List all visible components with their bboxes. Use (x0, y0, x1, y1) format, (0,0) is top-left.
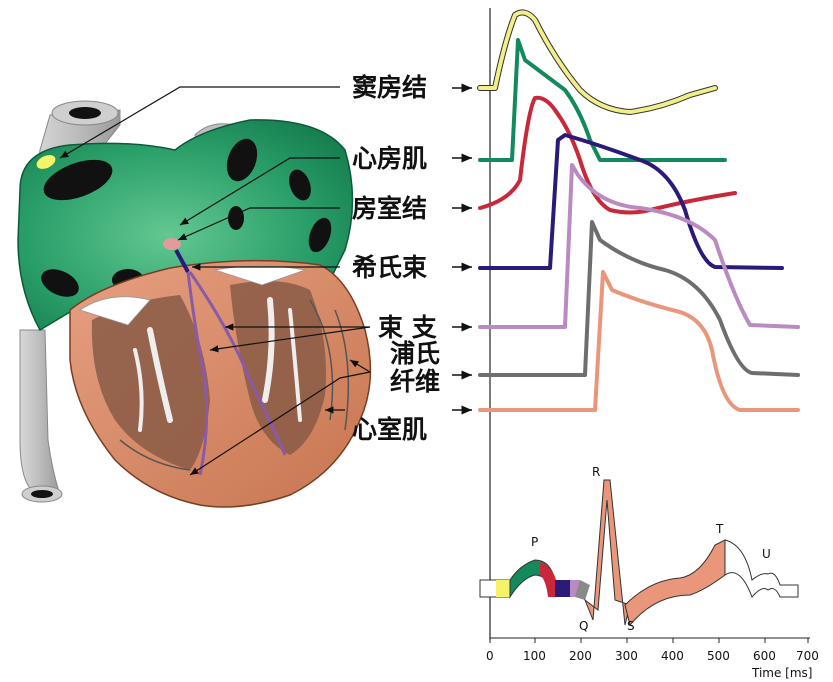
his-bundle (174, 249, 190, 273)
ecg-label-u: U (762, 547, 771, 561)
sa-node (36, 155, 56, 169)
inferior-vena-cava (19, 329, 61, 496)
time-axis: 0 100 200 300 400 500 600 700 Time [ms] (486, 637, 819, 680)
label-av-node: 房室结 (352, 194, 427, 223)
leader-lines (59, 86, 371, 476)
ecg-label-p: P (531, 535, 538, 549)
tick-100: 100 (523, 649, 546, 663)
leader-purkinje-b (349, 359, 371, 373)
leader-av-node (177, 207, 340, 241)
ecg-label-t: T (715, 522, 724, 536)
label-sa-node: 窦房结 (352, 73, 427, 102)
heart-illustration (17, 100, 372, 508)
leader-bundle-branch-b (209, 326, 371, 353)
bundle-branch-right (188, 271, 287, 456)
bundle-branch-left (186, 271, 209, 476)
label-ventricular-muscle: 心室肌 (352, 415, 427, 444)
tick-0: 0 (486, 649, 494, 663)
ecg-label-r: R (592, 465, 600, 479)
label-purkinje-2: 纤维 (390, 367, 440, 396)
ecg-u-wave (724, 539, 799, 598)
tick-500: 500 (707, 649, 730, 663)
trace-purkinje (478, 220, 800, 377)
action-potential-traces (477, 9, 800, 412)
ecg-trace: P Q R S T U (479, 465, 799, 633)
label-atrial-muscle: 心房肌 (352, 144, 427, 173)
ecg-label-s: S (627, 619, 635, 633)
labels: 窦房结 心房肌 房室结 希氏束 束 支 浦氏 纤维 心室肌 (352, 73, 440, 444)
axis-ticks (489, 638, 809, 643)
label-arrows (452, 83, 472, 415)
trace-his-bundle (478, 133, 784, 270)
atrial-opening (43, 159, 113, 201)
trace-av-node (478, 95, 737, 215)
ecg-qrs-complex (583, 479, 631, 626)
av-node (163, 238, 181, 250)
label-his-bundle: 希氏束 (352, 253, 428, 282)
ecg-label-q: Q (579, 619, 588, 633)
leader-sa-node (59, 86, 340, 159)
axis-label: Time [ms] (751, 666, 813, 680)
valve-right (214, 265, 307, 286)
left-chamber (91, 295, 210, 470)
label-purkinje-1: 浦氏 (390, 339, 440, 368)
tick-700: 700 (796, 649, 819, 663)
leader-atrial-muscle (179, 157, 340, 226)
tick-200: 200 (569, 649, 592, 663)
trace-bundle-branch (478, 163, 800, 329)
ecg-t-wave (624, 539, 726, 627)
right-chamber (230, 281, 326, 455)
leader-purkinje-a (189, 371, 371, 476)
trace-ventricular-muscle (478, 270, 800, 412)
tick-300: 300 (615, 649, 638, 663)
tick-400: 400 (661, 649, 684, 663)
tick-600: 600 (753, 649, 776, 663)
purkinje-fibers (119, 299, 350, 471)
trace-atrial-muscle (478, 38, 727, 162)
label-bundle-branch: 束 支 (378, 313, 437, 342)
valve-left (79, 296, 151, 326)
